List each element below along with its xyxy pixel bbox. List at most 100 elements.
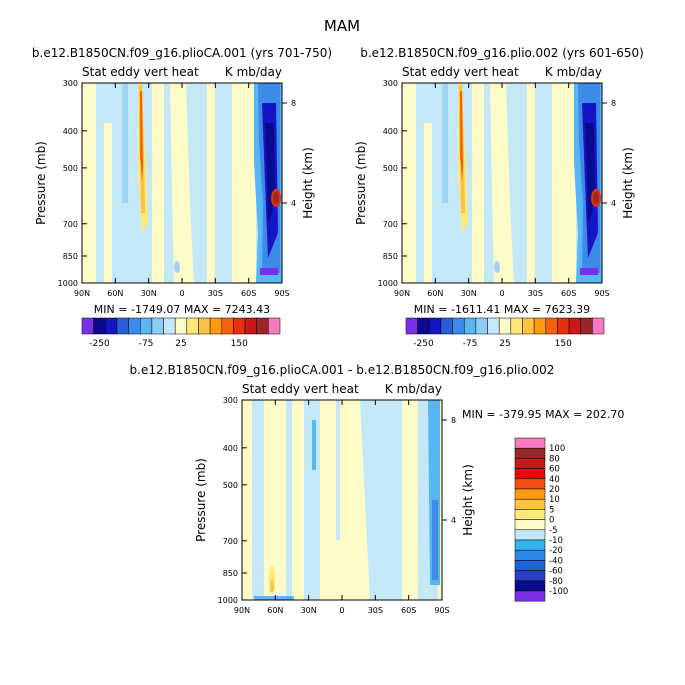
height-tick-label: 4	[451, 516, 456, 525]
contour-region	[490, 83, 514, 283]
x-tick-label: 0	[339, 606, 344, 615]
panel-2-stats: MIN = -1611.41 MAX = 7623.39	[414, 303, 590, 316]
panel-3-axes: 90N 60N 30N 0 30S 60S 90S 300 400 500 700 850 1000 8 4	[218, 396, 456, 615]
diff-colorbar-swatch	[514, 560, 546, 571]
y-tick-label: 850	[63, 252, 78, 261]
y-tick-label: 300	[383, 79, 398, 88]
x-tick-label: 90S	[274, 289, 289, 298]
diff-colorbar-label: 10	[549, 495, 560, 505]
diff-colorbar-swatch	[514, 437, 546, 449]
panel-2-colorbar: -250 -75 25 150	[405, 317, 605, 349]
colorbar-swatch	[256, 317, 269, 335]
contour-region	[580, 268, 598, 275]
contour-region	[432, 500, 438, 580]
colorbar-label: 25	[499, 339, 510, 349]
diff-colorbar-label: -80	[549, 577, 563, 587]
contour-region	[207, 83, 215, 283]
x-tick-label: 90S	[434, 606, 449, 615]
y-tick-label: 700	[63, 220, 78, 229]
panel-2-field	[402, 83, 602, 283]
y-tick-label: 400	[63, 127, 78, 136]
x-tick-label: 60N	[427, 289, 443, 298]
diff-colorbar-label: 0	[549, 516, 554, 526]
y-tick-label: 500	[223, 481, 238, 490]
panel-3-units: K mb/day	[385, 382, 442, 396]
diff-colorbar-swatch	[514, 498, 546, 510]
contour-region	[232, 83, 256, 283]
height-tick-label: 4	[291, 199, 296, 208]
colorbar-label: -75	[139, 339, 154, 349]
contour-region	[254, 596, 294, 600]
panel-1-units: K mb/day	[225, 65, 282, 79]
panel-1: b.e12.B1850CN.f09_g16.plioCA.001 (yrs 70…	[32, 46, 332, 316]
panel-3-ylabel-right: Height (km)	[461, 464, 475, 535]
x-tick-label: 0	[179, 289, 184, 298]
height-tick-label: 8	[291, 99, 296, 108]
x-tick-label: 30N	[301, 606, 317, 615]
x-tick-label: 60N	[267, 606, 283, 615]
y-tick-label: 400	[383, 127, 398, 136]
colorbar-swatch	[475, 317, 488, 335]
panel-3-stats: MIN = -379.95 MAX = 202.70	[462, 408, 624, 421]
colorbar-swatch	[81, 317, 94, 335]
colorbar-label: 150	[231, 339, 248, 349]
colorbar-swatch	[198, 317, 211, 335]
contour-region	[360, 400, 402, 600]
colorbar-swatch	[93, 317, 106, 335]
panel-1-case-label: b.e12.B1850CN.f09_g16.plioCA.001 (yrs 70…	[32, 46, 332, 60]
panel-1-axes: 90N 60N 30N 0 30S 60S 90S 300 400 500 700 850 1000 8 4	[58, 79, 296, 298]
diff-colorbar-swatch	[514, 539, 546, 551]
contour-region	[273, 192, 279, 204]
y-tick-label: 1000	[218, 596, 238, 605]
colorbar-swatch	[221, 317, 234, 335]
panel-2-axes: 90N 60N 30N 0 30S 60S 90S 300 400 500 700 850 1000 8 4	[378, 79, 616, 298]
panel-3-ylabel: Pressure (mb)	[194, 458, 208, 542]
diff-colorbar-swatch	[514, 447, 546, 459]
contour-region	[593, 192, 599, 204]
contour-region	[552, 83, 576, 283]
contour-region	[270, 580, 274, 592]
colorbar-swatch	[209, 317, 223, 335]
x-tick-label: 90S	[594, 289, 609, 298]
panel-1-field	[82, 83, 282, 283]
x-tick-label: 60N	[107, 289, 123, 298]
diff-colorbar-swatch	[514, 478, 546, 490]
panel-2: b.e12.B1850CN.f09_g16.plio.002 (yrs 601-…	[354, 46, 644, 316]
diff-colorbar-label: -100	[549, 587, 568, 597]
x-tick-label: 30S	[528, 289, 543, 298]
colorbar-label: -250	[89, 339, 110, 349]
y-tick-label: 1000	[378, 279, 398, 288]
contour-region	[286, 400, 292, 600]
panel-2-units: K mb/day	[545, 65, 602, 79]
contour-region	[152, 83, 164, 283]
height-tick-label: 8	[451, 416, 456, 425]
colorbar-swatch	[533, 317, 547, 335]
y-tick-label: 500	[63, 164, 78, 173]
diff-colorbar-label: 60	[549, 465, 560, 475]
panel-1-variable: Stat eddy vert heat	[82, 65, 199, 79]
y-tick-label: 300	[63, 79, 78, 88]
colorbar-swatch	[510, 317, 523, 335]
panel-2-ylabel-right: Height (km)	[621, 147, 635, 218]
diff-colorbar-swatch	[514, 570, 546, 582]
diff-colorbar-swatch	[514, 488, 546, 500]
y-tick-label: 700	[223, 537, 238, 546]
colorbar-swatch	[429, 317, 442, 335]
contour-region	[424, 123, 432, 283]
y-tick-label: 700	[383, 220, 398, 229]
contour-region	[170, 83, 194, 283]
diff-colorbar-label: 40	[549, 475, 560, 485]
colorbar-swatch	[233, 317, 246, 335]
colorbar-label: -250	[413, 339, 434, 349]
contour-region	[472, 83, 484, 283]
contour-region	[460, 91, 463, 183]
panel-1-colorbar: -250 -75 25 150	[81, 317, 281, 349]
diff-colorbar-swatch	[514, 529, 546, 541]
panel-2-variable: Stat eddy vert heat	[402, 65, 519, 79]
x-tick-label: 60S	[561, 289, 576, 298]
colorbar-swatch	[151, 317, 164, 335]
contour-region	[82, 83, 96, 283]
panel-2-ylabel: Pressure (mb)	[354, 141, 368, 225]
y-tick-label: 400	[223, 444, 238, 453]
panel-3-field	[242, 400, 442, 600]
